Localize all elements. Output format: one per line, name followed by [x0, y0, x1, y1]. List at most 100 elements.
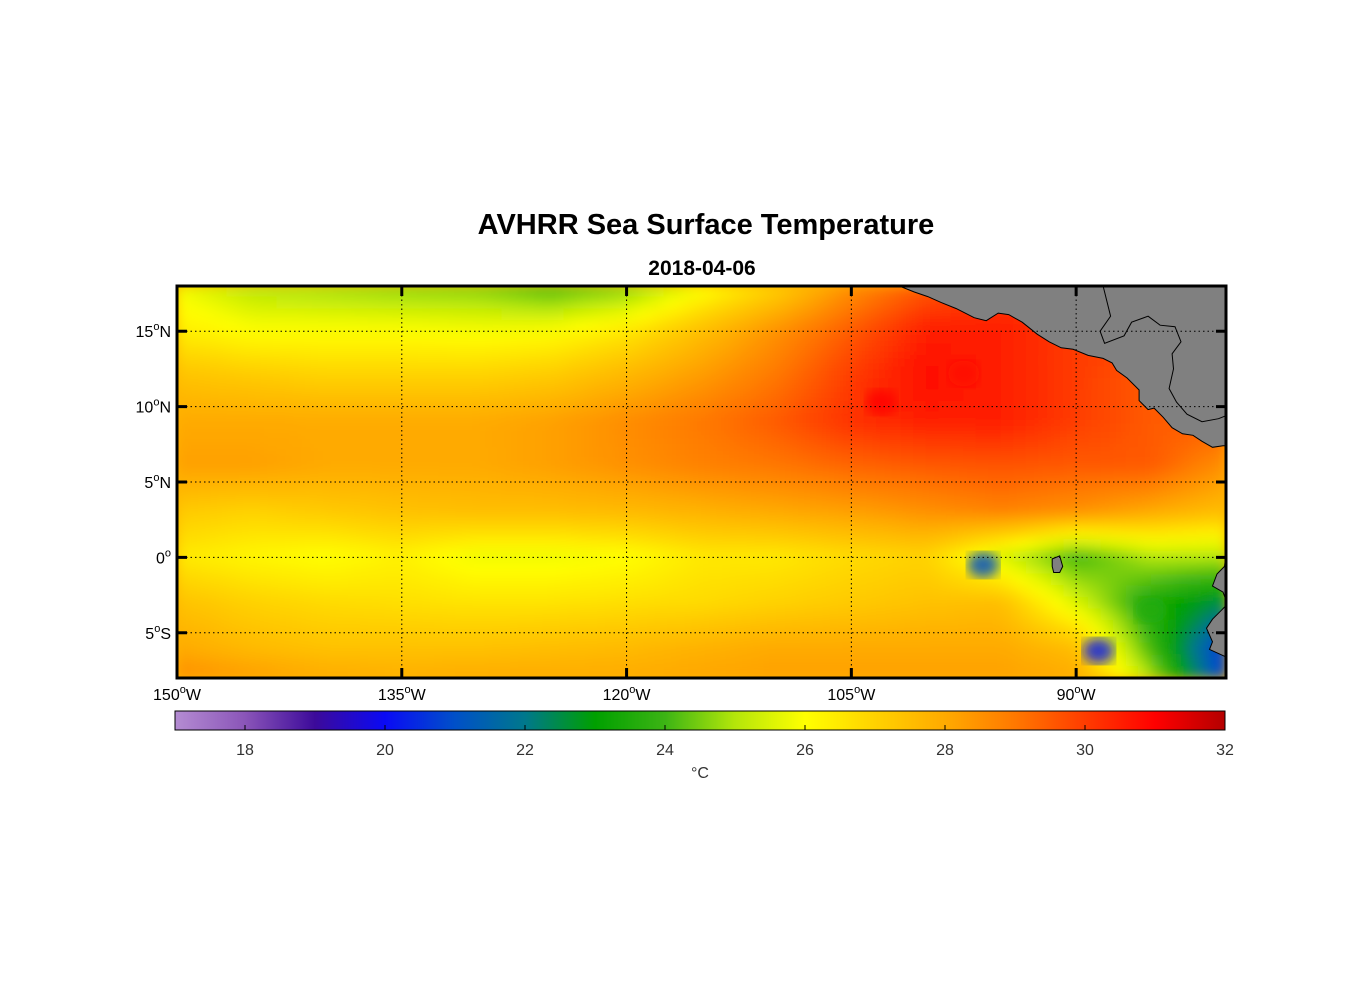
sst-cell — [900, 423, 915, 437]
sst-cell — [750, 481, 765, 495]
sst-cell — [975, 585, 990, 598]
sst-cell — [476, 286, 490, 299]
sst-cell — [850, 308, 865, 322]
sst-cell — [813, 389, 827, 402]
sst-cell — [663, 308, 678, 322]
sst-cell — [1075, 527, 1090, 541]
sst-cell — [451, 516, 465, 529]
sst-cell — [651, 493, 665, 506]
sst-cell — [526, 481, 540, 495]
sst-cell — [813, 343, 827, 356]
sst-cell — [1213, 493, 1226, 506]
sst-cell — [676, 377, 690, 391]
sst-cell — [1050, 481, 1065, 495]
sst-cell — [388, 412, 403, 425]
sst-cell — [626, 665, 640, 678]
sst-cell — [1063, 446, 1077, 460]
sst-cell — [1000, 585, 1015, 598]
sst-cell — [601, 446, 615, 460]
sst-cell — [850, 286, 865, 299]
sst-cell — [213, 573, 228, 587]
sst-cell — [538, 573, 553, 587]
sst-cell — [451, 435, 465, 448]
sst-cell — [401, 320, 415, 333]
sst-cell — [563, 493, 578, 506]
sst-cell — [963, 320, 977, 333]
sst-cell — [676, 665, 690, 678]
sst-cell — [763, 446, 777, 460]
sst-cell — [501, 400, 515, 414]
sst-cell — [825, 504, 840, 518]
sst-cell — [725, 400, 740, 414]
sst-cell — [1013, 423, 1027, 437]
sst-cell — [351, 596, 365, 610]
sst-cell — [1113, 469, 1127, 483]
sst-cell — [688, 527, 702, 541]
sst-cell — [351, 308, 365, 322]
sst-cell — [1163, 539, 1177, 552]
sst-cell — [263, 493, 278, 506]
sst-cell — [488, 412, 503, 425]
sst-cell — [888, 619, 902, 633]
sst-cell — [1025, 596, 1040, 610]
sst-cell — [1050, 354, 1065, 368]
sst-cell — [1100, 377, 1115, 391]
sst-cell — [701, 573, 715, 587]
sst-cell — [638, 423, 653, 437]
sst-cell — [1000, 654, 1015, 667]
sst-cell — [301, 308, 315, 322]
sst-cell — [301, 354, 315, 368]
sst-cell — [1013, 516, 1027, 529]
sst-cell — [800, 562, 815, 575]
sst-cell — [638, 308, 653, 322]
sst-cell — [463, 516, 478, 529]
sst-cell — [1125, 493, 1140, 506]
sst-cell — [975, 354, 990, 368]
sst-cell — [1025, 389, 1040, 402]
sst-cell — [850, 423, 865, 437]
sst-cell — [526, 435, 540, 448]
sst-cell — [875, 550, 890, 564]
sst-cell — [838, 423, 852, 437]
sst-cell — [651, 412, 665, 425]
sst-cell — [925, 469, 940, 483]
sst-cell — [601, 343, 615, 356]
sst-cell — [188, 458, 203, 471]
sst-cell — [213, 619, 228, 633]
sst-cell — [900, 320, 915, 333]
sst-cell — [638, 504, 653, 518]
sst-cell — [588, 481, 603, 495]
sst-cell — [201, 665, 215, 678]
sst-cell — [638, 665, 653, 678]
sst-cell — [701, 400, 715, 414]
sst-cell — [638, 585, 653, 598]
sst-cell — [376, 516, 390, 529]
sst-cell — [1113, 389, 1127, 402]
sst-cell — [688, 642, 702, 656]
sst-cell — [763, 343, 777, 356]
sst-cell — [838, 504, 852, 518]
sst-cell — [1063, 412, 1077, 425]
sst-cell — [538, 320, 553, 333]
sst-cell — [201, 516, 215, 529]
sst-cell — [1038, 435, 1052, 448]
sst-cell — [676, 423, 690, 437]
sst-cell — [763, 377, 777, 391]
sst-cell — [1025, 642, 1040, 656]
sst-cell — [750, 308, 765, 322]
sst-cell — [1200, 562, 1215, 575]
sst-cell — [1038, 366, 1052, 379]
sst-cell — [950, 585, 965, 598]
sst-cell — [1100, 446, 1115, 460]
sst-cell — [676, 469, 690, 483]
sst-cell — [975, 481, 990, 495]
sst-cell — [1150, 527, 1165, 541]
sst-cell — [1000, 331, 1015, 345]
sst-cell — [413, 423, 428, 437]
sst-cell — [288, 573, 303, 587]
sst-cell — [688, 412, 702, 425]
sst-cell — [825, 562, 840, 575]
sst-cell — [1025, 469, 1040, 483]
sst-cell — [513, 573, 528, 587]
sst-cell — [1113, 435, 1127, 448]
